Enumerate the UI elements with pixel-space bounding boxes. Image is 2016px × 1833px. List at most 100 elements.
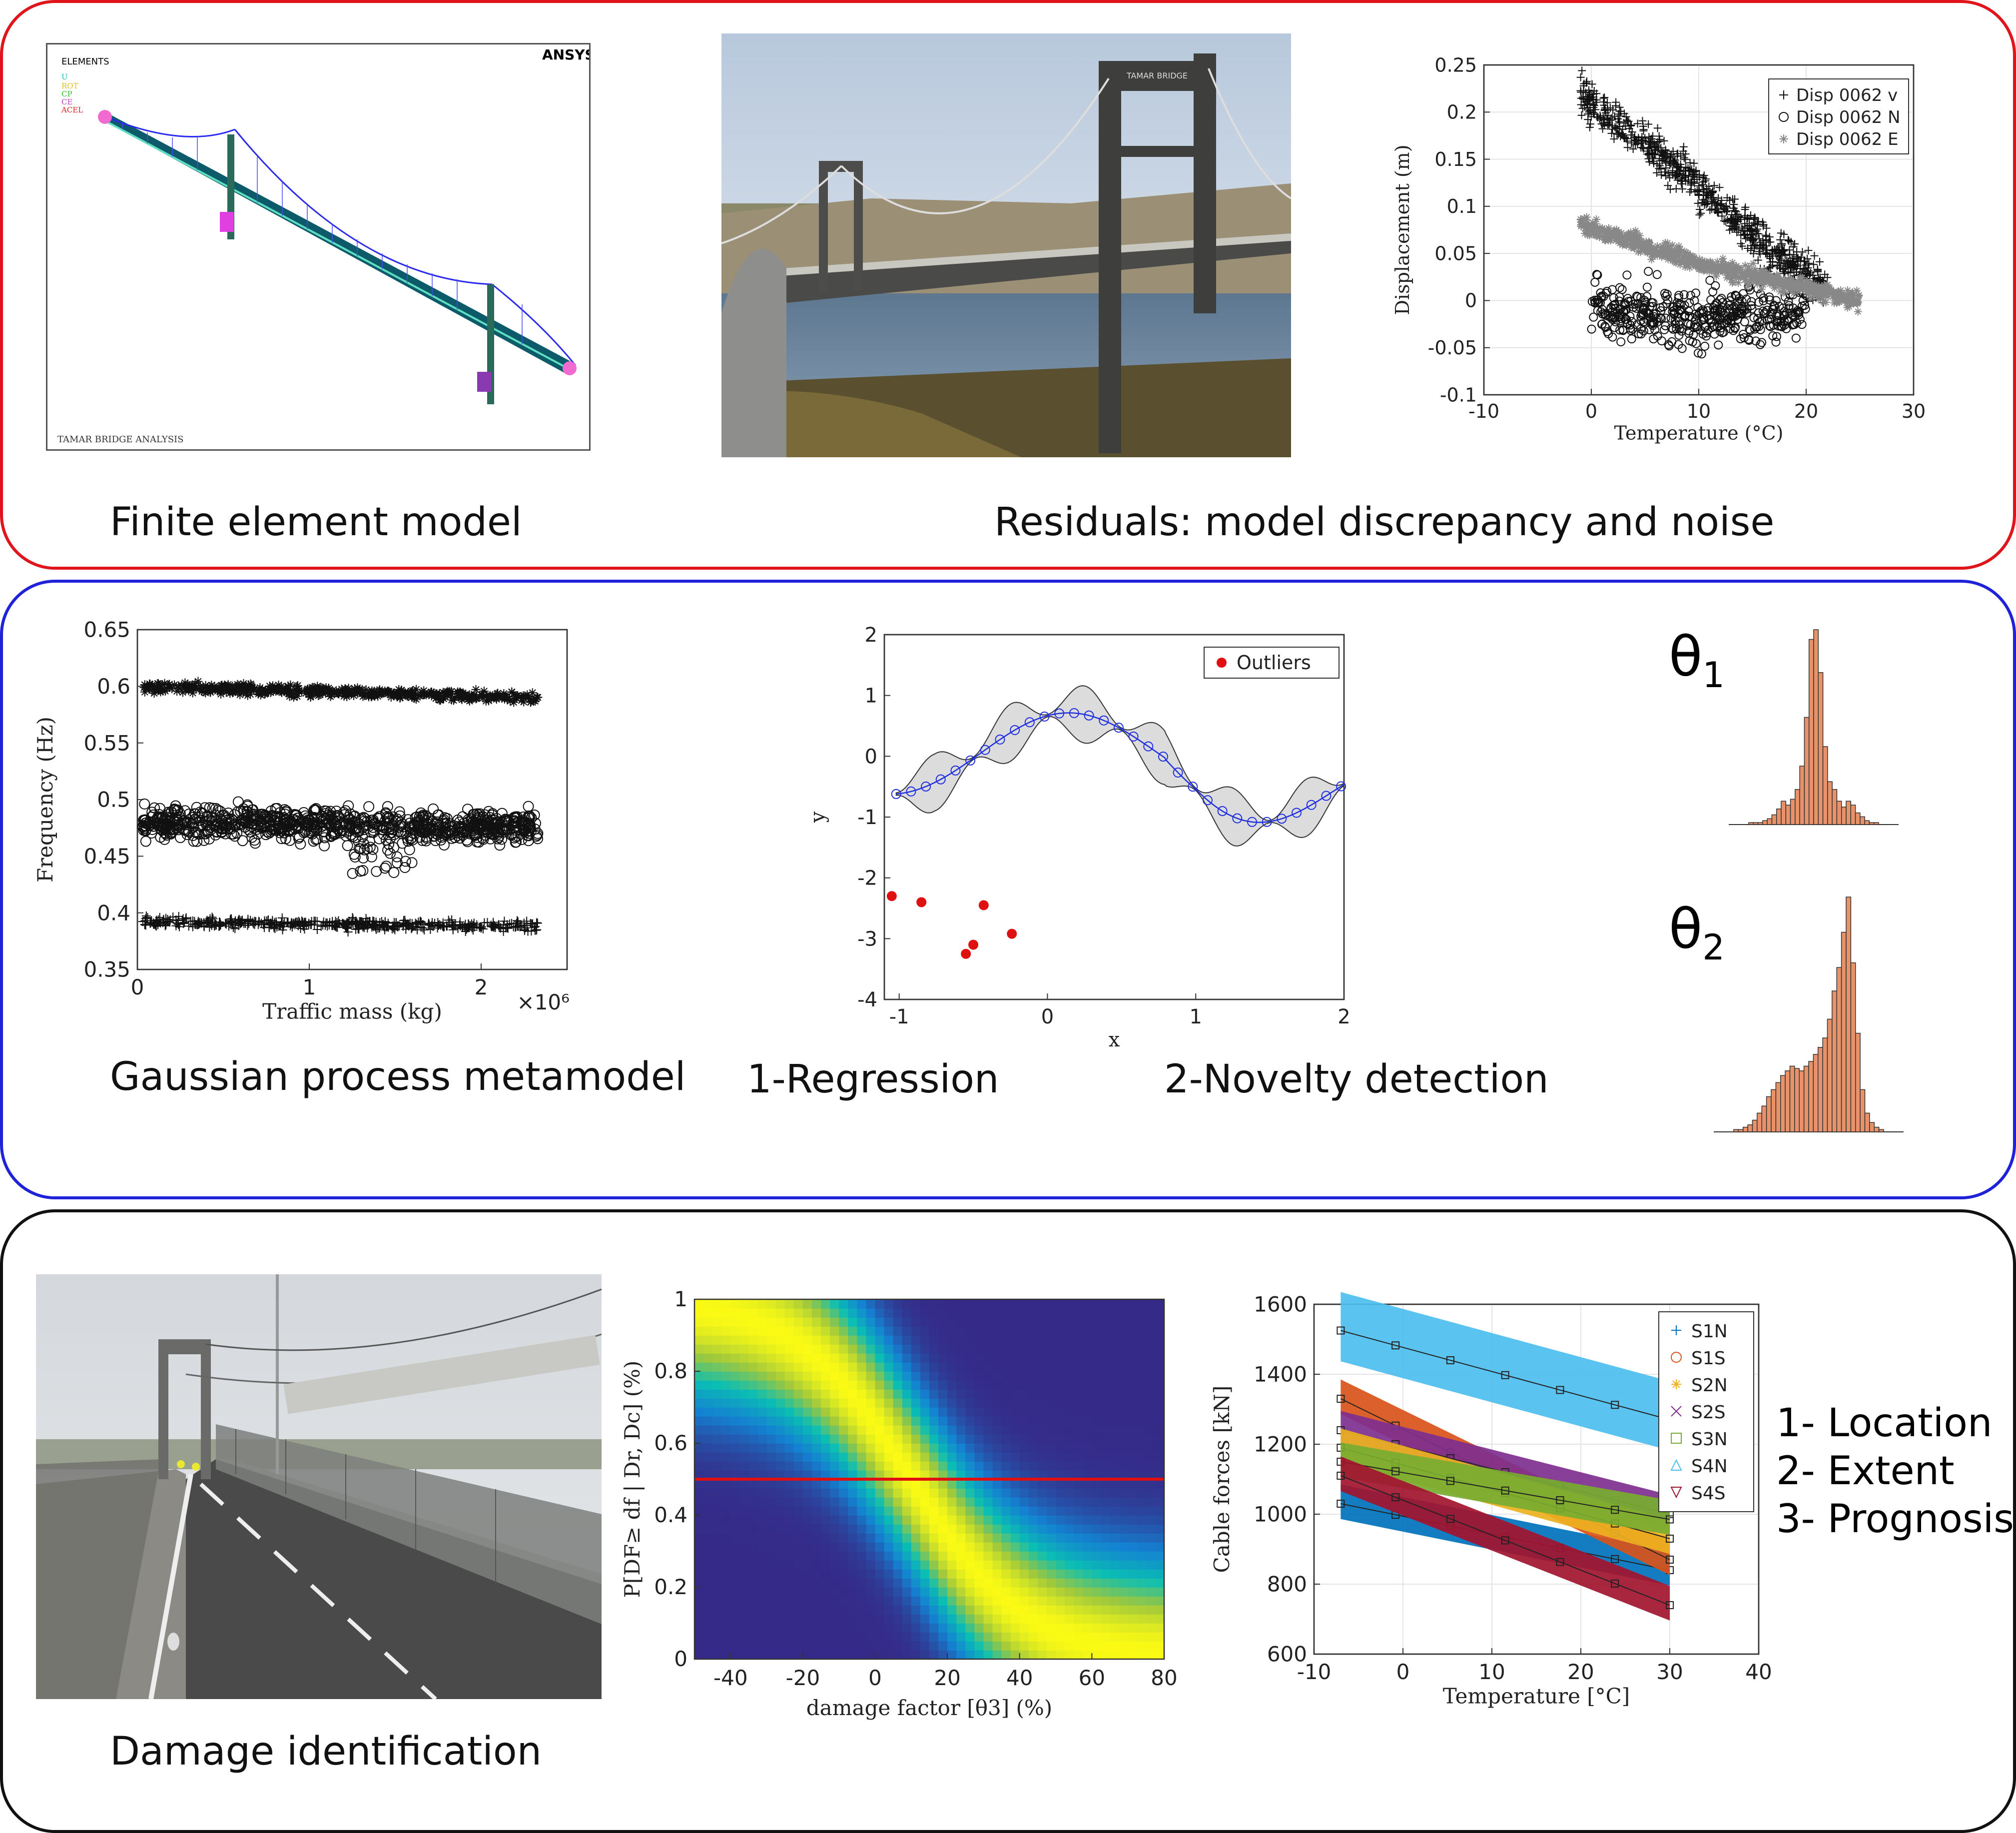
point	[1587, 223, 1595, 231]
point	[1661, 251, 1669, 259]
point	[1772, 332, 1782, 341]
x-tick-label: 30	[1902, 400, 1926, 422]
heatmap-cell	[793, 1443, 803, 1453]
heatmap-cell	[848, 1614, 858, 1624]
point	[1699, 195, 1707, 204]
heatmap-cell	[866, 1578, 876, 1588]
point	[367, 691, 377, 701]
heatmap-cell	[857, 1596, 867, 1606]
heatmap-cell	[802, 1605, 812, 1615]
point	[1727, 292, 1736, 301]
heatmap-cell	[748, 1623, 758, 1633]
hist-bar	[1753, 822, 1759, 825]
heatmap-cell	[893, 1488, 903, 1498]
point	[477, 690, 486, 700]
point	[1681, 263, 1689, 271]
point	[223, 808, 234, 819]
heatmap-cell	[784, 1497, 794, 1507]
point	[1578, 66, 1586, 75]
heatmap-cell	[748, 1533, 758, 1543]
point	[1729, 272, 1737, 281]
point	[1684, 328, 1694, 338]
y-tick-label: 0.2	[1447, 101, 1477, 123]
heatmap-cell	[902, 1488, 912, 1498]
point	[1666, 246, 1674, 255]
heatmap-cell	[848, 1326, 858, 1336]
heatmap-cell	[766, 1317, 776, 1327]
heatmap-cell	[766, 1614, 776, 1624]
point	[1644, 267, 1653, 276]
heatmap-cell	[902, 1443, 912, 1453]
heatmap-cell	[848, 1425, 858, 1435]
point	[217, 819, 229, 831]
point	[1750, 244, 1759, 252]
heatmap-cell	[784, 1308, 794, 1318]
heatmap-cell	[830, 1587, 840, 1597]
point	[1588, 80, 1596, 88]
heatmap-cell	[694, 1461, 704, 1471]
heatmap-cell	[884, 1317, 894, 1327]
point	[173, 824, 184, 836]
point	[1788, 310, 1798, 320]
heatmap-cell	[802, 1551, 812, 1561]
heatmap-cell	[739, 1470, 749, 1480]
hist-bar	[1757, 1112, 1762, 1132]
point	[1607, 235, 1616, 243]
legend-marker	[1779, 112, 1789, 122]
heatmap-cell	[775, 1542, 785, 1552]
point	[371, 921, 380, 930]
heatmap-cell	[694, 1425, 704, 1435]
point	[1770, 282, 1778, 290]
point	[350, 684, 359, 693]
point	[1597, 120, 1606, 128]
heatmap-cell	[821, 1515, 830, 1525]
heatmap-cell	[848, 1506, 858, 1516]
point	[384, 848, 396, 859]
point	[1638, 311, 1648, 320]
heatmap-cell	[766, 1578, 776, 1588]
heatmap-cell	[848, 1470, 858, 1480]
heatmap-cell	[793, 1416, 803, 1426]
heatmap-cell	[784, 1533, 794, 1543]
heatmap-cell	[730, 1542, 740, 1552]
y-tick-label: 0.35	[83, 957, 130, 982]
point	[231, 827, 243, 839]
heatmap-cell	[911, 1542, 921, 1552]
heatmap-cell	[694, 1479, 704, 1489]
point	[1737, 308, 1747, 318]
point	[279, 804, 290, 816]
heatmap-cell	[875, 1461, 885, 1471]
point	[389, 923, 399, 933]
heatmap-cell	[821, 1425, 830, 1435]
point	[1720, 216, 1728, 225]
point	[1716, 308, 1725, 317]
point	[1702, 264, 1711, 272]
point	[151, 920, 160, 930]
displacement-svg: -10 0 10 20 30-0.1-0.0500.050.10.150.20.25Te…	[1391, 54, 1926, 444]
heatmap-cell	[839, 1308, 849, 1318]
point	[425, 920, 434, 930]
point	[1713, 257, 1722, 266]
heatmap-cell	[902, 1452, 912, 1462]
point	[1752, 276, 1760, 285]
point	[1802, 282, 1811, 291]
heatmap-cell	[775, 1650, 785, 1660]
hist-bar	[1813, 1054, 1819, 1132]
heatmap-cell	[866, 1596, 876, 1606]
heatmap-cell	[821, 1596, 830, 1606]
point	[1738, 224, 1746, 232]
point	[181, 685, 190, 695]
heatmap-cell	[812, 1641, 821, 1651]
point	[519, 697, 529, 707]
heatmap-cell	[730, 1353, 740, 1363]
heatmap-cell	[694, 1524, 704, 1534]
point	[1751, 220, 1759, 229]
point	[1610, 304, 1620, 313]
point	[220, 680, 229, 690]
heatmap-cell	[812, 1389, 821, 1399]
y-tick-label: -3	[857, 927, 877, 950]
heatmap-cell	[911, 1461, 921, 1471]
point	[363, 801, 375, 813]
point	[507, 828, 518, 840]
heatmap-cell	[893, 1461, 903, 1471]
